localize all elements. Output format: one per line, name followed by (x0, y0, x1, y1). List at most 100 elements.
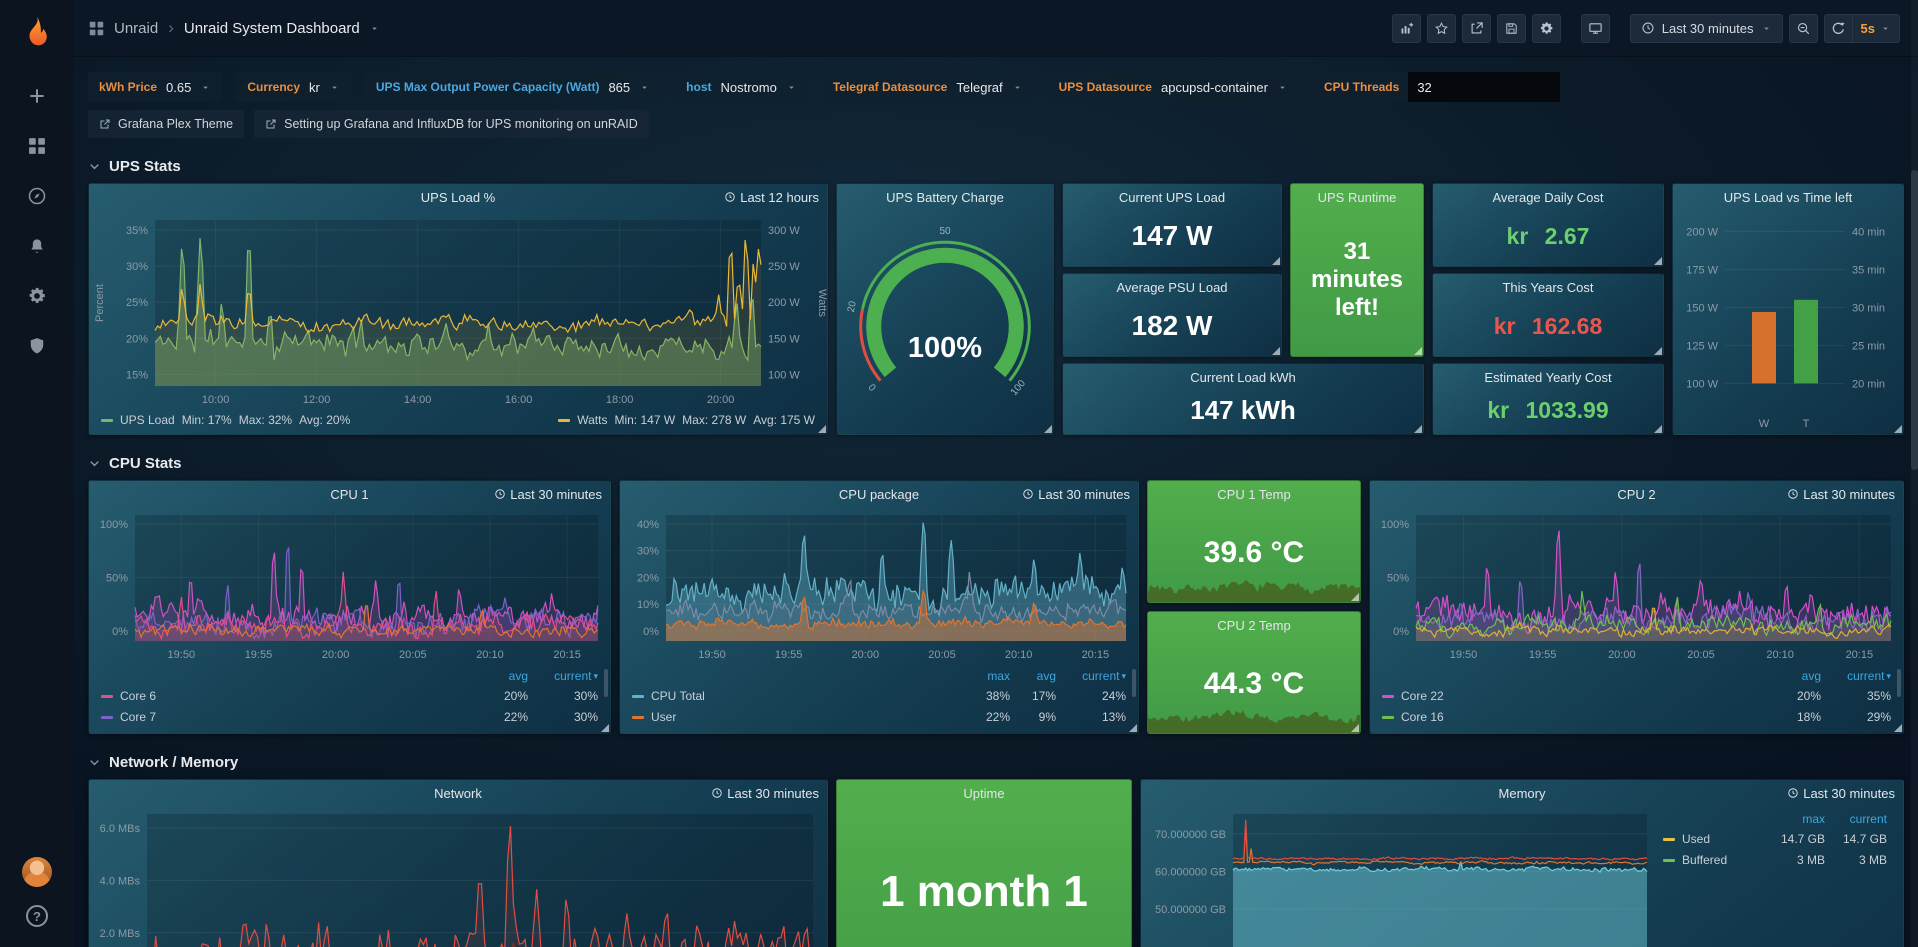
panel-title[interactable]: UPS Runtime (1317, 189, 1397, 205)
panel-title[interactable]: Current Load kWh (1190, 369, 1296, 385)
legend-header[interactable]: current ▾ (554, 669, 598, 683)
title-caret-icon[interactable] (369, 23, 380, 34)
legend-scrollbar[interactable] (1132, 669, 1136, 697)
sidebar-dashboards-button[interactable] (27, 136, 47, 156)
cpu1-chart[interactable]: 100% 50% 0% 19:50 19:55 20:00 20:05 20:10 20:15 (89, 507, 610, 665)
panel-title[interactable]: This Years Cost (1502, 279, 1594, 295)
legend-item[interactable]: Core 7 (101, 707, 472, 727)
legend-header[interactable]: max (987, 669, 1010, 683)
panel-resize-handle[interactable] (1272, 347, 1280, 355)
panel-title[interactable]: Average PSU Load (1116, 279, 1228, 295)
legend-item[interactable]: Core 6 (101, 686, 472, 706)
panel-title[interactable]: Memory Last 30 minutes (1141, 780, 1903, 806)
legend-header[interactable]: avg (1801, 669, 1821, 683)
panel-title[interactable]: UPS Load vs Time left (1723, 189, 1853, 205)
panel-title[interactable]: CPU 1 Temp (1217, 486, 1291, 502)
panel-resize-handle[interactable] (1414, 425, 1422, 433)
ups-load-vs-time-chart[interactable]: 200 W 40 min 175 W 35 min 150 W 30 min 125 W 25… (1673, 210, 1903, 434)
variable-kwh-price[interactable]: kWh Price 0.65 (88, 72, 223, 102)
panel-title[interactable]: CPU 2 Last 30 minutes (1370, 481, 1903, 507)
breadcrumb-title[interactable]: Unraid System Dashboard (183, 19, 360, 37)
sidebar-create-button[interactable] (27, 86, 47, 106)
help-button[interactable]: ? (26, 905, 48, 927)
cpu2-chart[interactable]: 100% 50% 0% 19:50 19:55 20:00 20:05 20:10 20:15 (1370, 507, 1903, 665)
panel-resize-handle[interactable] (1351, 593, 1359, 601)
cpu-package-chart[interactable]: 40% 30% 20% 10% 0% 19:50 19:55 20:00 20:05 20:10 2… (620, 507, 1138, 665)
panel-title[interactable]: Average Daily Cost (1492, 189, 1604, 205)
panel-resize-handle[interactable] (1272, 257, 1280, 265)
panel-resize-handle[interactable] (818, 425, 826, 433)
panel-title[interactable]: Current UPS Load (1118, 189, 1226, 205)
legend-header[interactable]: max (1802, 812, 1825, 826)
panel-resize-handle[interactable] (1894, 724, 1902, 732)
sidebar: ? (0, 0, 74, 947)
scrollbar-thumb[interactable] (1911, 170, 1918, 470)
panel-resize-handle[interactable] (1894, 425, 1902, 433)
refresh-interval-dropdown[interactable]: 5s (1852, 13, 1900, 43)
battery-gauge[interactable]: 100% 0 20 50 100 (837, 210, 1053, 434)
sidebar-configuration-button[interactable] (27, 286, 47, 306)
panel-title[interactable]: CPU 1 Last 30 minutes (89, 481, 610, 507)
zoom-out-button[interactable] (1788, 13, 1818, 43)
variable-ups-datasource[interactable]: UPS Datasource apcupsd-container (1047, 72, 1299, 102)
variable-currency[interactable]: Currency kr (236, 72, 351, 102)
panel-resize-handle[interactable] (1351, 724, 1359, 732)
panel-resize-handle[interactable] (1414, 347, 1422, 355)
legend-item-watts[interactable]: Watts Min: 147 W Max: 278 W Avg: 175 W (558, 413, 815, 427)
legend-scrollbar[interactable] (1897, 669, 1901, 697)
legend-item[interactable]: CPU Total (632, 686, 958, 706)
sidebar-admin-button[interactable] (27, 336, 47, 356)
legend-item[interactable]: User (632, 707, 958, 727)
sidebar-alerting-button[interactable] (27, 236, 47, 256)
panel-resize-handle[interactable] (1654, 257, 1662, 265)
panel-resize-handle[interactable] (1654, 347, 1662, 355)
memory-chart[interactable]: 70.000000 GB 60.000000 GB 50.000000 GB (1141, 806, 1659, 947)
star-button[interactable] (1426, 13, 1456, 43)
tv-kiosk-button[interactable] (1580, 13, 1610, 43)
link-ups-monitoring-guide[interactable]: Setting up Grafana and InfluxDB for UPS … (254, 110, 649, 138)
section-network-memory[interactable]: Network / Memory (74, 734, 1918, 779)
network-chart[interactable]: 6.0 MBs 4.0 MBs 2.0 MBs (89, 806, 827, 947)
section-ups-stats[interactable]: UPS Stats (74, 138, 1918, 183)
panel-title[interactable]: Estimated Yearly Cost (1484, 369, 1612, 385)
cpu-threads-input[interactable] (1408, 72, 1561, 102)
time-range-picker[interactable]: Last 30 minutes (1629, 13, 1783, 43)
panel-title[interactable]: CPU package Last 30 minutes (620, 481, 1138, 507)
breadcrumb-app[interactable]: Unraid (114, 19, 159, 37)
save-button[interactable] (1496, 13, 1526, 43)
user-avatar[interactable] (22, 857, 52, 887)
panel-title[interactable]: CPU 2 Temp (1217, 617, 1291, 633)
panel-title[interactable]: Network Last 30 minutes (89, 780, 827, 806)
variable-ups-max-output[interactable]: UPS Max Output Power Capacity (Watt) 865 (364, 72, 662, 102)
legend-item[interactable]: Core 22 (1382, 686, 1765, 706)
panel-resize-handle[interactable] (1044, 425, 1052, 433)
panel-title[interactable]: UPS Load % Last 12 hours (89, 184, 827, 210)
sidebar-explore-button[interactable] (27, 186, 47, 206)
legend-item-ups-load[interactable]: UPS Load Min: 17% Max: 32% Avg: 20% (101, 413, 350, 427)
add-panel-button[interactable] (1391, 13, 1421, 43)
refresh-button[interactable] (1823, 13, 1853, 43)
legend-scrollbar[interactable] (604, 669, 608, 697)
panel-resize-handle[interactable] (1654, 425, 1662, 433)
panel-title[interactable]: Uptime (963, 785, 1005, 801)
legend-item[interactable]: Used (1663, 829, 1763, 849)
legend-item[interactable]: Buffered (1663, 850, 1763, 870)
legend-header[interactable]: current (1849, 812, 1887, 826)
grafana-logo[interactable] (17, 12, 57, 52)
section-cpu-stats[interactable]: CPU Stats (74, 435, 1918, 480)
legend-item[interactable]: Core 16 (1382, 707, 1765, 727)
legend-header[interactable]: current ▾ (1847, 669, 1891, 683)
share-button[interactable] (1461, 13, 1491, 43)
variable-host[interactable]: host Nostromo (675, 72, 808, 102)
panel-title[interactable]: UPS Battery Charge (886, 189, 1004, 205)
legend-header[interactable]: current ▾ (1082, 669, 1126, 683)
panel-resize-handle[interactable] (601, 724, 609, 732)
page-scrollbar[interactable] (1911, 0, 1918, 947)
legend-header[interactable]: avg (508, 669, 528, 683)
ups-load-chart[interactable]: 35% 300 W 30% 250 W 25% 200 W 20% 150 W 15% 100 W… (89, 210, 827, 410)
panel-resize-handle[interactable] (1129, 724, 1137, 732)
variable-telegraf-datasource[interactable]: Telegraf Datasource Telegraf (821, 72, 1034, 102)
dashboard-settings-button[interactable] (1531, 13, 1561, 43)
legend-header[interactable]: avg (1036, 669, 1056, 683)
link-grafana-plex-theme[interactable]: Grafana Plex Theme (88, 110, 245, 138)
